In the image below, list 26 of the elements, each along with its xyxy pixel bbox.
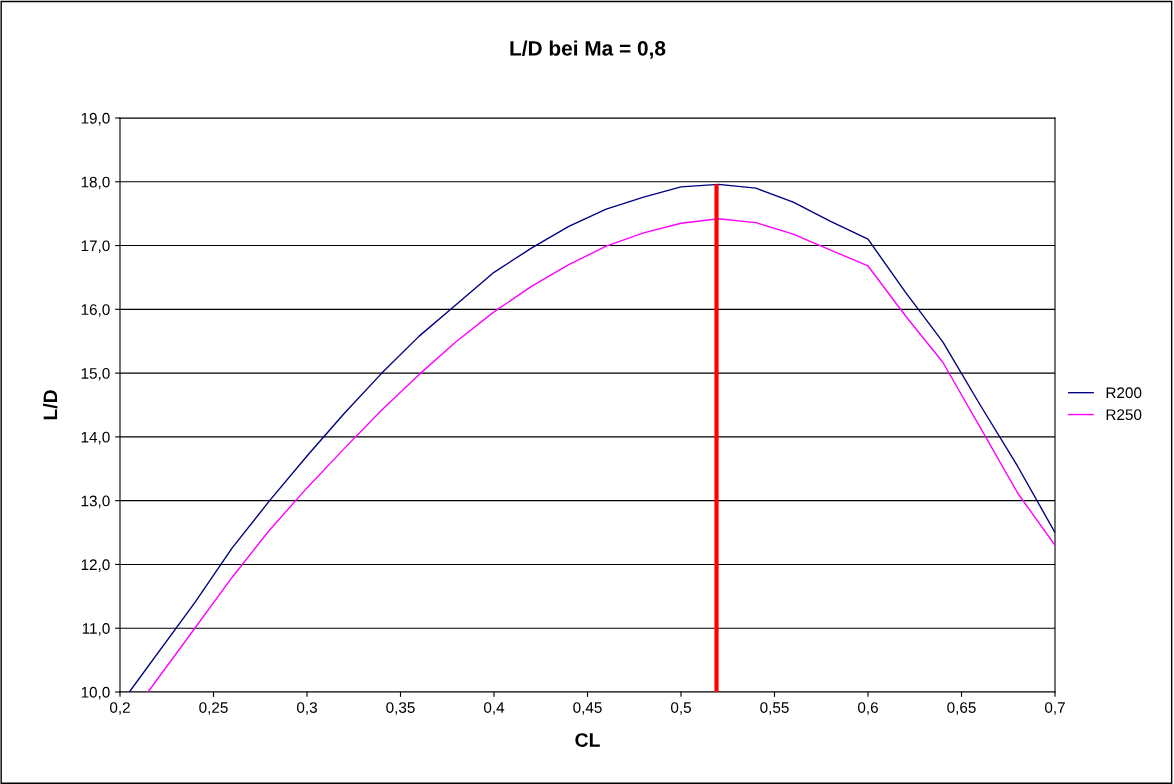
y-tick-label: 11,0 [82, 623, 110, 636]
x-tick-label: 0,2 [109, 702, 130, 715]
y-tick-label: 17,0 [81, 240, 110, 254]
x-tick-label: 0,55 [760, 702, 789, 715]
x-tick-label: 0,6 [857, 702, 878, 715]
x-tick-label: 0,35 [386, 702, 415, 715]
x-tick-label: 0,65 [947, 702, 976, 715]
x-tick-label: 0,7 [1044, 702, 1065, 715]
y-tick-label: 10,0 [81, 686, 110, 700]
legend-label: R200 [1106, 387, 1142, 399]
x-tick-label: 0,25 [199, 702, 228, 715]
y-tick-label: 12,0 [81, 559, 110, 572]
y-tick-label: 13,0 [81, 495, 110, 509]
x-axis-title: CL [575, 733, 600, 747]
x-tick-label: 0,4 [483, 702, 505, 715]
y-tick-label: 15,0 [81, 367, 110, 381]
chart-title: L/D bei Ma = 0,8 [510, 40, 666, 59]
x-tick-label: 0,3 [296, 702, 317, 715]
y-tick-label: 19,0 [81, 112, 110, 126]
y-axis-title: L/D [42, 390, 58, 420]
y-tick-label: 14,0 [81, 431, 110, 445]
y-tick-label: 16,0 [81, 304, 110, 317]
y-tick-label: 18,0 [81, 176, 110, 190]
x-tick-label: 0,45 [573, 702, 602, 715]
x-tick-label: 0,5 [670, 702, 691, 715]
legend-label: R250 [1106, 409, 1142, 421]
